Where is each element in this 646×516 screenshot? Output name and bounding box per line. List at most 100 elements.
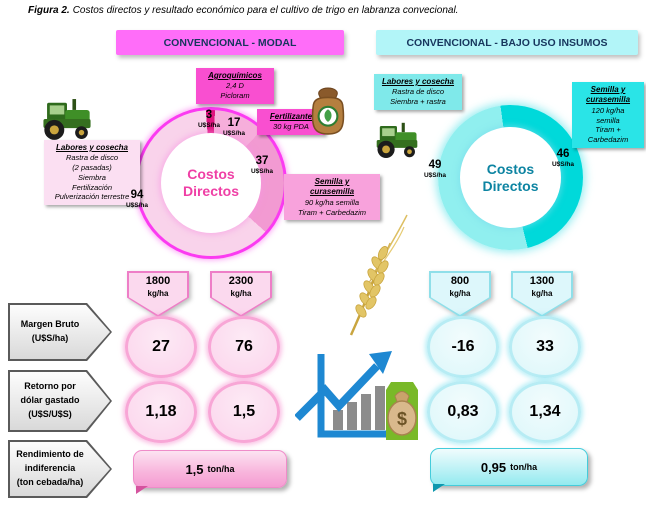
row-label-retorno: Retorno por dólar gastado (U$S/U$S) (8, 370, 112, 432)
yield-unit: kg/ha (230, 288, 252, 298)
caption-text: Costos directos y resultado económico pa… (72, 5, 459, 16)
modal-donut-center: Costos Directos (161, 133, 261, 233)
arrow-body: Retorno por dólar gastado (U$S/U$S) (10, 372, 110, 430)
yield-value: 800 (450, 275, 470, 287)
arrow-body: Rendimiento de indiferencia (ton cebada/… (10, 442, 110, 496)
rendimiento-value: 1,5 (185, 461, 204, 477)
label-line: Picloram (220, 91, 250, 101)
unit: U$S/ha (250, 167, 274, 175)
label-agroquimicos: Agroquímicos 2,4 D Picloram (196, 68, 274, 104)
bajo-donut-center: Costos Directos (460, 127, 561, 228)
margen-bajo-800: -16 (427, 316, 499, 378)
yield-flag-bajo-800: 800 kg/ha (429, 271, 491, 317)
figure-caption: Figura 2. Costos directos y resultado eco… (28, 5, 458, 16)
pennant-body: 800 kg/ha (431, 273, 489, 315)
retorno-modal-1800: 1,18 (125, 381, 197, 443)
label-line: Pulverización terrestre (54, 192, 130, 202)
label-semilla-bajo: Semilla y curasemilla 120 kg/ha semilla … (572, 82, 644, 148)
yield-flag-modal-1800: 1800 kg/ha (127, 271, 189, 317)
growth-chart-icon: $ (295, 351, 418, 440)
unit: U$S/ha (125, 201, 149, 209)
label-line: 120 kg/ha (591, 105, 625, 115)
row-label-line: indiferencia (24, 463, 76, 474)
value-fertilizante: 17 U$S/ha (219, 117, 249, 137)
label-title: Labores y cosecha (381, 77, 455, 86)
label-line: 2,4 D (226, 81, 244, 91)
row-label-line: (ton cebada/ha) (16, 476, 84, 487)
value-semilla-modal: 37 U$S/ha (246, 155, 278, 175)
pennant-body: 2300 kg/ha (212, 273, 270, 315)
pennant-body: 1300 kg/ha (513, 273, 571, 315)
row-label-rendimiento: Rendimiento de indiferencia (ton cebada/… (8, 440, 112, 498)
value: 3 (205, 109, 213, 121)
label-title: Agroquímicos (208, 71, 262, 80)
value: 37 (255, 155, 269, 167)
retorno-modal-2300: 1,5 (208, 381, 280, 443)
rendimiento-modal-bar: 1,5 ton/ha (133, 450, 287, 494)
label-title: Fertilizante (269, 112, 313, 121)
header-convencional-bajo-uso-insumos: CONVENCIONAL - BAJO USO INSUMOS (376, 30, 638, 55)
label-title: curasemilla (585, 95, 631, 105)
row-label-line: Retorno por (24, 381, 76, 392)
retorno-bajo-1300: 1,34 (509, 381, 581, 443)
margen-modal-1800: 27 (125, 316, 197, 378)
center-label-line1: Costos (187, 166, 235, 183)
label-semilla-modal: Semilla y curasemilla 90 kg/ha semilla T… (284, 174, 380, 221)
tractor-icon (376, 122, 418, 158)
label-line: Fertilización (71, 182, 112, 192)
label-line: Carbedazim (587, 135, 629, 145)
center-label-line1: Costos (486, 160, 535, 177)
header-convencional-modal: CONVENCIONAL - MODAL (116, 30, 344, 55)
rendimiento-unit: ton/ha (510, 462, 538, 472)
rendimiento-unit: ton/ha (207, 464, 235, 474)
dollar-sign: $ (397, 409, 407, 429)
label-line: Rastra de disco (65, 153, 119, 163)
label-labores-bajo: Labores y cosecha Rastra de disco Siembr… (374, 74, 462, 110)
margen-modal-2300: 76 (208, 316, 280, 378)
label-line: (2 pasadas) (72, 163, 112, 173)
bajo-donut-chart: Costos Directos (438, 105, 583, 250)
unit: U$S/ha (222, 129, 246, 137)
rendimiento-value: 0,95 (480, 459, 507, 475)
row-label-line: (U$S/ha) (31, 333, 69, 343)
label-title: Semilla y (590, 85, 626, 94)
row-label-line: dólar gastado (20, 395, 80, 406)
row-label-line: Margen Bruto (20, 319, 80, 330)
center-label-line2: Directos (182, 183, 240, 199)
yield-flag-bajo-1300: 1300 kg/ha (511, 271, 573, 317)
label-line: 30 kg PDA (273, 122, 309, 132)
rendimiento-bajo-bar: 0,95 ton/ha (430, 448, 588, 492)
label-line: Rastra de disco (391, 87, 445, 97)
arrow-body: Margen Bruto (U$S/ha) (10, 305, 110, 359)
label-line: 90 kg/ha semilla (304, 197, 360, 207)
value-labores-modal: 94 U$S/ha (120, 189, 154, 209)
unit: U$S/ha (551, 160, 575, 168)
money-bag-icon: $ (386, 382, 418, 440)
row-label-margen-bruto: Margen Bruto (U$S/ha) (8, 303, 112, 361)
pennant-body: 1800 kg/ha (129, 273, 187, 315)
label-title: Semilla y (314, 177, 350, 186)
value: 46 (556, 148, 570, 160)
yield-value: 1800 (145, 275, 171, 287)
label-title: curasemilla (309, 187, 355, 197)
row-label-line: (U$S/U$S) (28, 408, 72, 419)
value: 94 (130, 189, 144, 201)
yield-unit: kg/ha (147, 288, 169, 298)
caption-prefix: Figura 2. (28, 5, 70, 16)
yield-value: 1300 (529, 275, 555, 287)
value-agroquimicos: 3 U$S/ha (194, 109, 224, 129)
label-line: Siembra + rastra (390, 97, 446, 107)
label-line: Tiram + (595, 125, 621, 135)
retorno-bajo-800: 0,83 (427, 381, 499, 443)
row-label-line: Rendimiento de (16, 449, 84, 460)
yield-unit: kg/ha (531, 288, 553, 298)
value-labores-bajo: 49 U$S/ha (418, 159, 452, 179)
value-semilla-bajo: 46 U$S/ha (546, 148, 580, 168)
margen-bajo-1300: 33 (509, 316, 581, 378)
value: 49 (428, 159, 442, 171)
yield-value: 2300 (228, 275, 254, 287)
label-title: Labores y cosecha (55, 143, 129, 152)
yield-unit: kg/ha (449, 288, 471, 298)
label-line: Siembra (78, 172, 106, 182)
